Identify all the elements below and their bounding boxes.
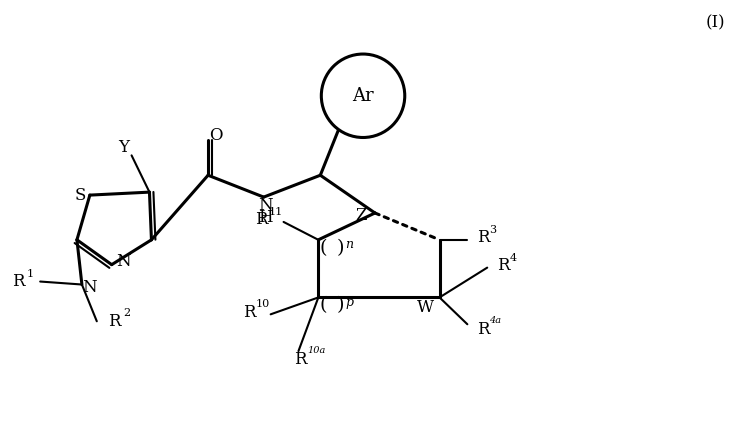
Text: S: S [74, 187, 86, 203]
Text: 3: 3 [490, 225, 497, 235]
Text: (: ( [319, 239, 327, 257]
Text: H: H [259, 209, 273, 226]
Text: R: R [109, 313, 121, 330]
Text: (I): (I) [706, 15, 726, 32]
Text: R: R [294, 351, 307, 368]
Text: n: n [345, 238, 353, 251]
Text: Y: Y [118, 139, 129, 156]
Text: Z: Z [355, 207, 367, 225]
Text: 1: 1 [27, 269, 34, 279]
Text: 4a: 4a [489, 316, 501, 325]
Text: N: N [83, 279, 97, 296]
Text: 10: 10 [256, 299, 270, 309]
Text: R: R [497, 257, 509, 274]
Text: N: N [116, 253, 131, 270]
Text: p: p [345, 296, 353, 309]
Text: R: R [242, 304, 255, 321]
Text: 2: 2 [123, 308, 130, 319]
Text: (: ( [319, 297, 327, 314]
Text: R: R [256, 212, 268, 228]
Text: ): ) [336, 297, 344, 314]
Text: O: O [209, 127, 222, 144]
Text: 10a: 10a [307, 346, 326, 354]
Text: Ar: Ar [353, 87, 374, 105]
Text: R: R [477, 229, 489, 246]
Text: R: R [477, 321, 489, 338]
Text: W: W [417, 299, 435, 316]
Text: R: R [12, 273, 24, 290]
Text: N: N [259, 197, 273, 214]
Text: 4: 4 [509, 253, 517, 263]
Text: 11: 11 [268, 207, 283, 217]
Text: ): ) [336, 239, 344, 257]
